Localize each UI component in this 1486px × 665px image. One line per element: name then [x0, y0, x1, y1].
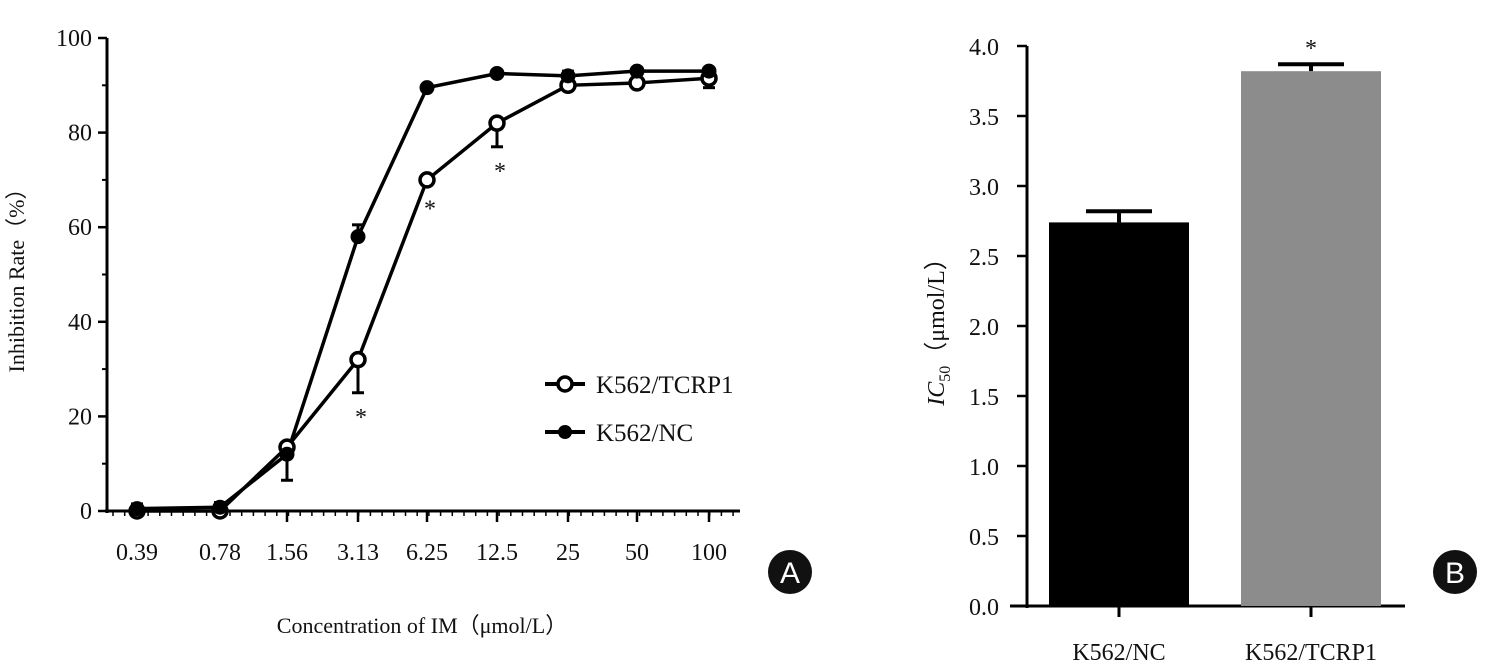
data-point — [349, 350, 367, 369]
panel-label-b: B — [1445, 557, 1465, 590]
data-point — [418, 171, 436, 189]
data-point — [488, 114, 506, 132]
x-tick-label-a: 25 — [556, 540, 580, 566]
y-tick-label-b: 0.0 — [969, 595, 999, 621]
bar-k562-nc — [1049, 222, 1189, 606]
x-tick-label-b: K562/NC — [1072, 640, 1165, 665]
y-tick-label-b: 3.5 — [969, 105, 999, 131]
y-label-unit: （μmol/L） — [924, 246, 950, 366]
x-tick-label-a: 0.39 — [116, 540, 158, 566]
legend-item-nc: K562/NC — [545, 420, 693, 447]
panel-badge-a — [768, 550, 812, 594]
y-tick-label-b: 3.0 — [969, 175, 999, 201]
y-tick-label-a: 100 — [56, 26, 92, 52]
data-point — [279, 446, 295, 462]
bar-k562-tcrp1 — [1241, 71, 1381, 606]
legend: K562/TCRP1 K562/NC — [545, 372, 734, 447]
y-tick-label-a: 60 — [68, 215, 92, 241]
y-axis-label-a: Inhibition Rate（%） — [4, 178, 29, 373]
legend-label-tcrp1: K562/TCRP1 — [596, 372, 734, 399]
y-tick-label-b: 1.0 — [969, 455, 999, 481]
y-tick-label-b: 4.0 — [969, 35, 999, 61]
y-label-sub: 50 — [937, 366, 954, 382]
y-tick-label-b: 2.5 — [969, 245, 999, 271]
data-point — [701, 63, 717, 79]
line-chart-panel-a: Inhibition Rate（%） Concentration of IM（μ… — [4, 26, 812, 638]
y-tick-label-a: 20 — [68, 404, 92, 430]
x-tick-label-a: 50 — [625, 540, 649, 566]
x-tick-label-a: 3.13 — [337, 540, 379, 566]
data-point — [489, 65, 505, 81]
data-point — [419, 80, 435, 96]
data-point — [629, 63, 645, 79]
panel-label-a: A — [780, 557, 800, 590]
legend-label-nc: K562/NC — [596, 420, 693, 447]
data-point — [129, 501, 145, 517]
significance-asterisk: * — [355, 405, 367, 431]
legend-item-tcrp1: K562/TCRP1 — [545, 372, 734, 399]
panel-badge-b — [1433, 550, 1477, 594]
data-point — [350, 229, 366, 245]
y-axis-label-b: IC50（μmol/L） — [924, 246, 954, 407]
significance-asterisk: * — [1305, 36, 1317, 62]
y-tick-label-a: 0 — [80, 499, 92, 525]
x-tick-label-a: 100 — [691, 540, 727, 566]
x-tick-label-a: 12.5 — [476, 540, 518, 566]
x-tick-label-b: K562/TCRP1 — [1245, 640, 1377, 665]
filled-circle-marker-icon — [558, 425, 572, 439]
y-tick-label-b: 1.5 — [969, 385, 999, 411]
x-tick-label-a: 1.56 — [266, 540, 308, 566]
bar-chart-panel-b: IC50（μmol/L） B 0.0 0.5 1.0 1.5 2.0 2.5 3.0 3.5 4… — [924, 35, 1477, 665]
data-point — [212, 499, 228, 515]
significance-asterisk: * — [424, 197, 436, 223]
open-circle-marker-icon — [556, 375, 574, 393]
x-axis-label-a: Concentration of IM（μmol/L） — [277, 613, 567, 638]
y-tick-label-a: 40 — [68, 310, 92, 336]
y-tick-label-b: 2.0 — [969, 315, 999, 341]
y-tick-label-a: 80 — [68, 121, 92, 147]
y-label-ic: IC — [924, 381, 950, 407]
significance-asterisk: * — [494, 159, 506, 185]
x-tick-label-a: 6.25 — [406, 540, 448, 566]
data-point — [560, 68, 576, 84]
x-tick-label-a: 0.78 — [199, 540, 241, 566]
y-tick-label-b: 0.5 — [969, 525, 999, 551]
